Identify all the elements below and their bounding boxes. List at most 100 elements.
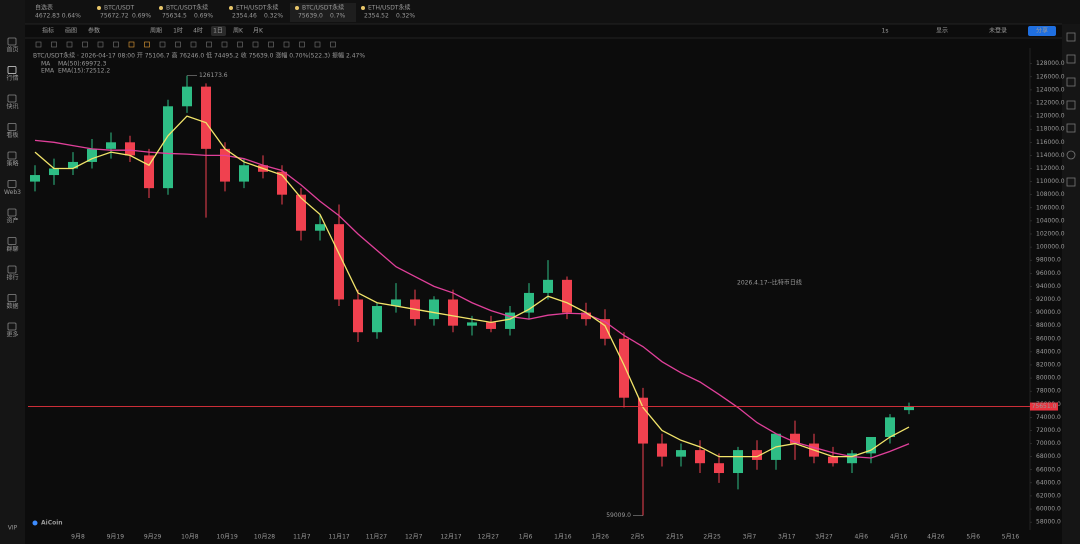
tab-change: 0.32% (396, 13, 415, 20)
toolbar-item[interactable]: 月K (253, 28, 264, 35)
tool-icon[interactable] (97, 41, 104, 48)
tab-name[interactable]: BTC/USDT永续 (166, 4, 208, 12)
toolbar-item[interactable]: 4时 (193, 27, 203, 35)
tool-icon[interactable] (330, 41, 336, 48)
candle-body (638, 397, 648, 444)
tool-icon[interactable] (144, 41, 150, 48)
annotation: 2026.4.17--比特币日线 (737, 279, 802, 287)
sidebar-icon[interactable] (7, 123, 17, 131)
sidebar-icon[interactable] (7, 265, 17, 274)
legend-name[interactable]: EMA (41, 68, 55, 75)
tool-icon[interactable] (35, 41, 42, 48)
y-tick-label: 108000.0 (1036, 191, 1065, 198)
logo: AiCoin (41, 520, 63, 527)
x-tick-label: 10月19 (217, 534, 238, 541)
x-tick-label: 10月8 (181, 534, 199, 541)
x-tick-label: 9月29 (144, 534, 162, 541)
toolbar-item[interactable]: 周期 (150, 27, 162, 35)
tool-icon[interactable] (159, 41, 166, 48)
share-button[interactable] (1028, 26, 1056, 36)
tool-icon[interactable] (113, 41, 119, 48)
sidebar-icon[interactable] (7, 94, 17, 103)
sidebar-label[interactable]: 数据 (6, 302, 18, 310)
toolbar-right-item[interactable]: 1s (882, 28, 889, 35)
tool-icon[interactable] (221, 41, 228, 48)
sidebar-label[interactable]: 更多 (6, 331, 18, 339)
sidebar-icon[interactable] (7, 322, 17, 331)
tool-icon[interactable] (252, 41, 259, 48)
tool-icon[interactable] (237, 41, 243, 48)
toolbar-right-item[interactable]: 分享 (1036, 27, 1048, 35)
icon[interactable] (1066, 54, 1076, 64)
legend-value[interactable]: EMA(15):72512.2 (58, 68, 110, 75)
sidebar-label[interactable]: 群聊 (6, 245, 18, 253)
y-tick-label: 78000.0 (1036, 388, 1061, 395)
sidebar-label[interactable]: 看板 (6, 131, 18, 139)
sidebar-label[interactable]: 行情 (6, 74, 18, 82)
sidebar-label[interactable]: VIP (8, 525, 18, 532)
toolbar-right-item[interactable]: 未登录 (989, 27, 1007, 35)
x-tick-label: 11月17 (328, 534, 349, 541)
legend-value[interactable]: MA(50):69972.3 (58, 61, 107, 68)
tool-icon[interactable] (82, 41, 88, 48)
tool-icon[interactable] (299, 41, 305, 48)
sidebar-icon[interactable] (7, 37, 17, 46)
sidebar-label[interactable]: Web3 (4, 189, 21, 196)
tool-icon[interactable] (66, 41, 73, 48)
tool-icon[interactable] (314, 41, 321, 48)
active-tab[interactable] (290, 3, 356, 22)
tool-icon[interactable] (128, 41, 135, 48)
tool-icon[interactable] (268, 41, 274, 48)
sidebar-label[interactable]: 资产 (6, 217, 18, 225)
toolbar-item[interactable]: 1日 (213, 28, 223, 35)
candle-body (619, 338, 629, 398)
toolbar-item[interactable]: 画图 (65, 28, 77, 35)
tab-icon (361, 6, 365, 10)
toolbar-item[interactable]: 指标 (42, 27, 54, 35)
tab-name[interactable]: ETH/USDT永续 (368, 4, 410, 12)
candle-body (30, 175, 40, 182)
icon[interactable] (1066, 100, 1076, 110)
tab-name[interactable]: ETH/USDT永续 (236, 4, 278, 12)
candle-body (68, 161, 78, 169)
sidebar-icon[interactable] (7, 66, 17, 74)
icon[interactable] (1066, 150, 1076, 160)
candle-body (277, 171, 287, 195)
legend-name[interactable]: MA (41, 61, 51, 68)
tab-name[interactable]: BTC/USDT (104, 5, 134, 12)
sidebar-icon[interactable] (7, 180, 17, 188)
sidebar-label[interactable]: 策略 (6, 160, 18, 168)
candle-body (315, 224, 325, 231)
candle-body (828, 456, 838, 464)
tool-icon[interactable] (51, 41, 57, 48)
sidebar-icon[interactable] (7, 294, 17, 302)
sidebar-label[interactable]: 快讯 (6, 103, 18, 111)
tool-icon[interactable] (283, 41, 290, 48)
candle-body (201, 86, 211, 149)
tool-icon[interactable] (175, 41, 181, 48)
toolbar-right-item[interactable]: 显示 (936, 28, 948, 35)
tool-icon[interactable] (206, 41, 212, 48)
active-period[interactable] (211, 26, 226, 36)
sidebar-icon[interactable] (7, 151, 17, 160)
candle-body (505, 312, 515, 329)
sidebar-icon[interactable] (7, 208, 17, 217)
icon[interactable] (1066, 177, 1076, 187)
candle-body (163, 106, 173, 189)
tab-icon (295, 6, 299, 10)
tab-name[interactable]: BTC/USDT永续 (302, 4, 344, 12)
icon[interactable] (1066, 32, 1076, 42)
candle-body (524, 292, 534, 313)
sidebar-label[interactable]: 排行 (6, 274, 18, 282)
tool-icon[interactable] (190, 41, 197, 48)
y-tick-label: 68000.0 (1036, 453, 1061, 460)
toolbar-item[interactable]: 参数 (88, 27, 100, 35)
toolbar-item[interactable]: 周K (233, 28, 244, 35)
sidebar-label[interactable]: 首页 (6, 46, 18, 54)
icon[interactable] (1066, 77, 1076, 87)
toolbar-item[interactable]: 1时 (173, 27, 183, 35)
icon[interactable] (1066, 123, 1076, 133)
sidebar-icon[interactable] (7, 237, 17, 245)
tab-change: 0.69% (132, 13, 151, 20)
